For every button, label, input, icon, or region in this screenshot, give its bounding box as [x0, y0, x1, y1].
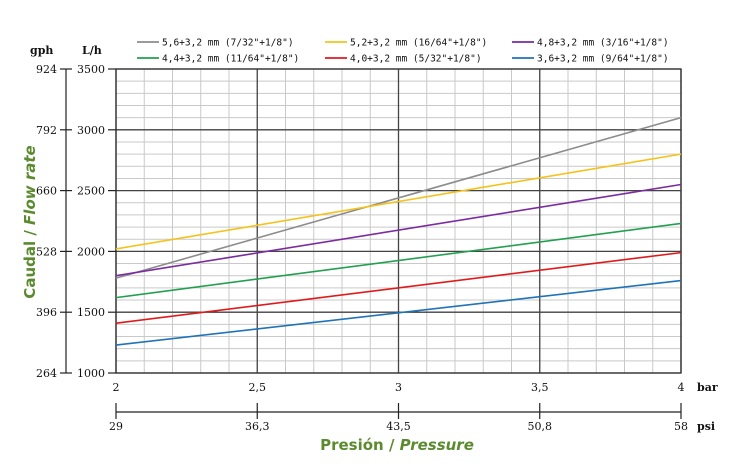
x-tick-label: 2,5: [249, 381, 267, 394]
x2-tick-label: 50,8: [528, 420, 553, 433]
y-tick-label: 3000: [77, 124, 105, 137]
y2-unit-label: gph: [30, 44, 53, 57]
y2-tick-label: 264: [36, 367, 57, 380]
legend-label-5: 4,0+3,2 mm (5/32"+1/8"): [350, 54, 482, 65]
series-lines: [115, 116, 682, 346]
x2-unit-label: psi: [697, 420, 715, 433]
series-line-6: [115, 279, 682, 346]
x-unit-label: bar: [697, 381, 718, 394]
x2-tick-label: 29: [109, 420, 123, 433]
series-line-4: [115, 222, 682, 299]
y-unit-label: L/h: [82, 44, 102, 57]
series-line-2: [115, 153, 682, 250]
y-tick-label: 1500: [77, 306, 105, 319]
y2-tick-label: 924: [36, 63, 57, 76]
x2-tick-label: 43,5: [386, 420, 411, 433]
y2-tick-label: 528: [36, 245, 57, 258]
x-tick-label: 3,5: [531, 381, 549, 394]
legend-label-3: 4,8+3,2 mm (3/16"+1/8"): [537, 38, 669, 49]
y2-tick-label: 396: [36, 306, 57, 319]
x-tick-label: 2: [113, 381, 120, 394]
x-axis-title: Presión / Pressure: [320, 436, 474, 454]
series-line-5: [115, 251, 682, 324]
x2-tick-label: 36,3: [245, 420, 270, 433]
plot-border: [115, 68, 682, 374]
y2-tick-label: 660: [36, 185, 57, 198]
legend-label-6: 3,6+3,2 mm (9/64"+1/8"): [537, 54, 669, 65]
y2-tick-label: 792: [36, 124, 57, 137]
x2-tick-label: 58: [674, 420, 688, 433]
x-tick-label: 4: [678, 381, 685, 394]
y-axis-title: Caudal / Flow rate: [21, 145, 39, 298]
legend: 5,6+3,2 mm (7/32"+1/8") 5,2+3,2 mm (16/64…: [137, 38, 669, 65]
legend-label-2: 5,2+3,2 mm (16/64"+1/8"): [350, 38, 487, 49]
series-line-3: [115, 183, 682, 277]
y-tick-label: 2500: [77, 185, 105, 198]
y-tick-label: 3500: [77, 63, 105, 76]
grid: [115, 68, 682, 374]
x-tick-label: 3: [395, 381, 402, 394]
legend-label-1: 5,6+3,2 mm (7/32"+1/8"): [162, 38, 294, 49]
y-tick-label: 1000: [77, 367, 105, 380]
legend-label-4: 4,4+3,2 mm (11/64"+1/8"): [162, 54, 299, 65]
y-tick-label: 2000: [77, 245, 105, 258]
series-line-1: [115, 116, 682, 279]
